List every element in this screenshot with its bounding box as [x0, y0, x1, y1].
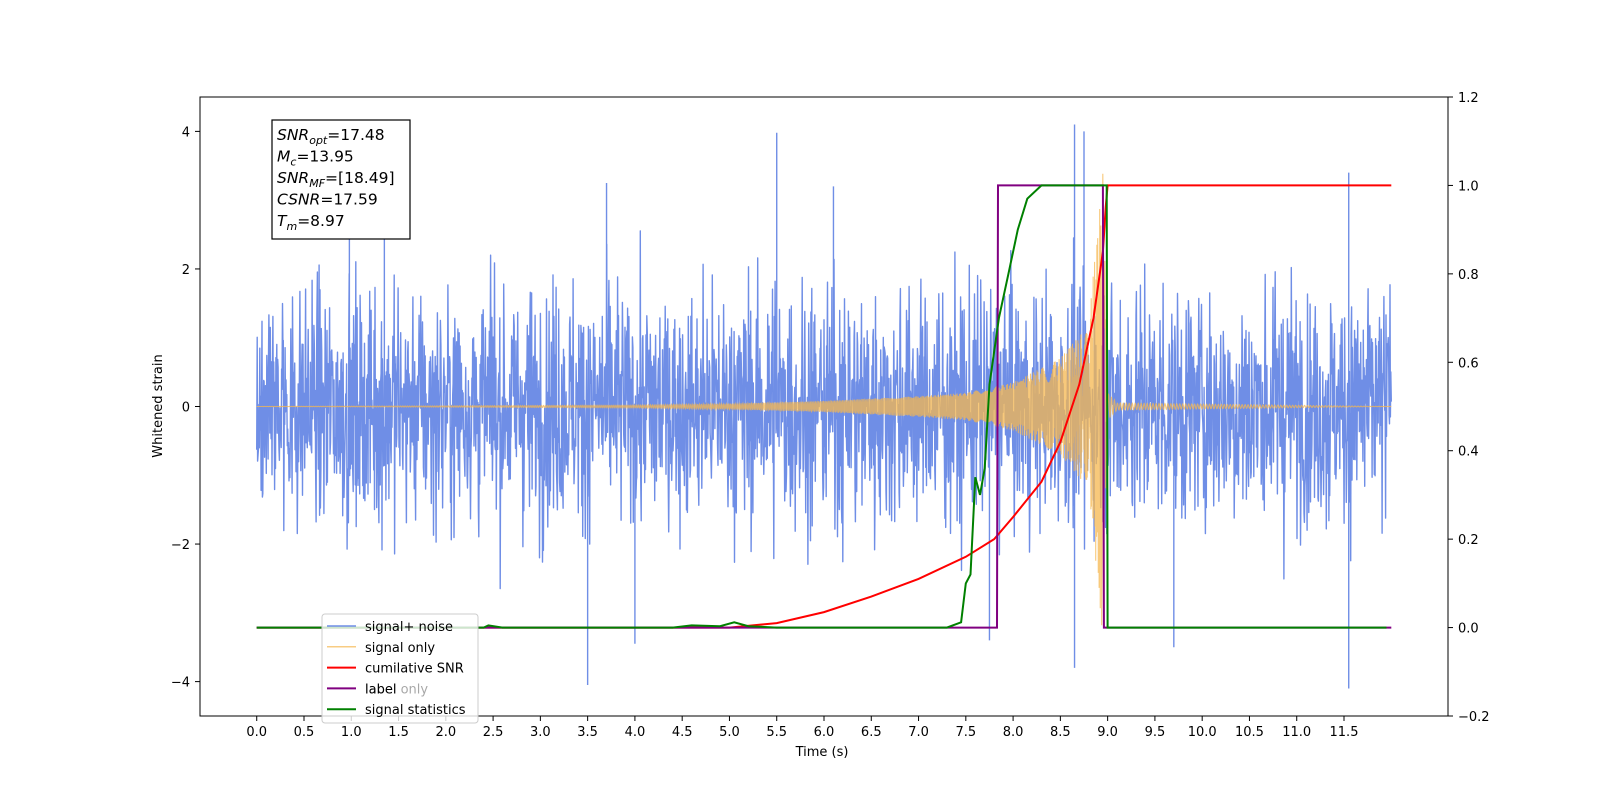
legend-frame — [321, 613, 479, 724]
legend-label-label-only: label only — [365, 682, 428, 697]
x-tick-label: 0.0 — [246, 725, 267, 740]
x-tick-label: 4.0 — [625, 725, 646, 740]
series-signal-only — [256, 173, 1392, 626]
x-tick-label: 1.0 — [341, 725, 362, 740]
x-tick-label: 8.0 — [1003, 725, 1024, 740]
legend-label-signal-statistics: signal statistics — [365, 703, 466, 718]
series-signal-noise — [256, 230, 1392, 590]
y-left-tick-label: 0 — [182, 401, 190, 416]
annotation-box: SNRopt=17.48Mc=13.95SNRMF=[18.49]CSNR=17… — [271, 119, 411, 240]
annotation-frame — [271, 119, 411, 240]
y-right-tick-label: 0.8 — [1458, 268, 1479, 283]
y-right-tick-label: 0.6 — [1458, 356, 1479, 371]
y-right-tick-label: 1.2 — [1458, 91, 1479, 106]
y-right-tick-label: 0.2 — [1458, 533, 1479, 548]
x-axis: 0.0 0.5 1.0 1.5 2.0 2.5 3.0 3.5 4.0 4.5 5.0 5.5 6.0 6… — [246, 716, 1358, 740]
y-axis-left: −4 −2 0 2 4 — [171, 125, 200, 691]
x-tick-label: 2.5 — [483, 725, 504, 740]
legend-label-label: label — [365, 682, 396, 697]
x-tick-label: 1.5 — [388, 725, 409, 740]
x-tick-label: 2.0 — [435, 725, 456, 740]
x-tick-label: 10.0 — [1188, 725, 1217, 740]
y-axis-right: −0.2 0.0 0.2 0.4 0.6 0.8 1.0 1.2 — [1448, 91, 1490, 725]
y-right-tick-label: −0.2 — [1458, 710, 1490, 725]
annotation-line: CSNR=17.59 — [277, 191, 378, 209]
y-left-tick-label: 4 — [182, 125, 190, 140]
x-tick-label: 7.5 — [955, 725, 976, 740]
y-left-tick-label: −4 — [171, 676, 190, 691]
x-tick-label: 3.5 — [577, 725, 598, 740]
x-tick-label: 10.5 — [1235, 725, 1264, 740]
x-tick-label: 6.5 — [861, 725, 882, 740]
series-group — [256, 124, 1392, 689]
plot-layer — [256, 124, 1392, 689]
x-tick-label: 11.5 — [1330, 725, 1359, 740]
y-left-tick-label: 2 — [182, 263, 190, 278]
x-tick-label: 8.5 — [1050, 725, 1071, 740]
y-right-tick-label: 0.4 — [1458, 445, 1479, 460]
x-axis-label: Time (s) — [795, 745, 849, 760]
annotation-line: SNRMF=[18.49] — [277, 169, 395, 190]
y-right-tick-label: 0.0 — [1458, 622, 1479, 637]
x-tick-label: 5.0 — [719, 725, 740, 740]
x-tick-label: 11.0 — [1282, 725, 1311, 740]
y-right-tick-label: 1.0 — [1458, 179, 1479, 194]
legend: signal+ noise signal only cumilative SNR la… — [321, 613, 479, 724]
x-tick-label: 4.5 — [672, 725, 693, 740]
x-tick-label: 7.0 — [908, 725, 929, 740]
x-tick-label: 9.0 — [1097, 725, 1118, 740]
legend-label-signal-only: signal only — [365, 641, 435, 656]
x-tick-label: 9.5 — [1145, 725, 1166, 740]
legend-label-cumilative-snr: cumilative SNR — [365, 662, 464, 677]
annotation-line: Mc=13.95 — [277, 148, 354, 169]
x-tick-label: 0.5 — [294, 725, 315, 740]
legend-label-signal-noise: signal+ noise — [365, 620, 453, 635]
x-tick-label: 6.0 — [814, 725, 835, 740]
annotation-line: Tm=8.97 — [277, 212, 345, 233]
series-signal-statistics — [256, 184, 1387, 629]
x-tick-label: 5.5 — [766, 725, 787, 740]
annotation-line: SNRopt=17.48 — [277, 126, 385, 147]
y-left-tick-label: −2 — [171, 538, 190, 553]
x-tick-label: 3.0 — [530, 725, 551, 740]
y-axis-left-label: Whitened strain — [151, 354, 166, 457]
